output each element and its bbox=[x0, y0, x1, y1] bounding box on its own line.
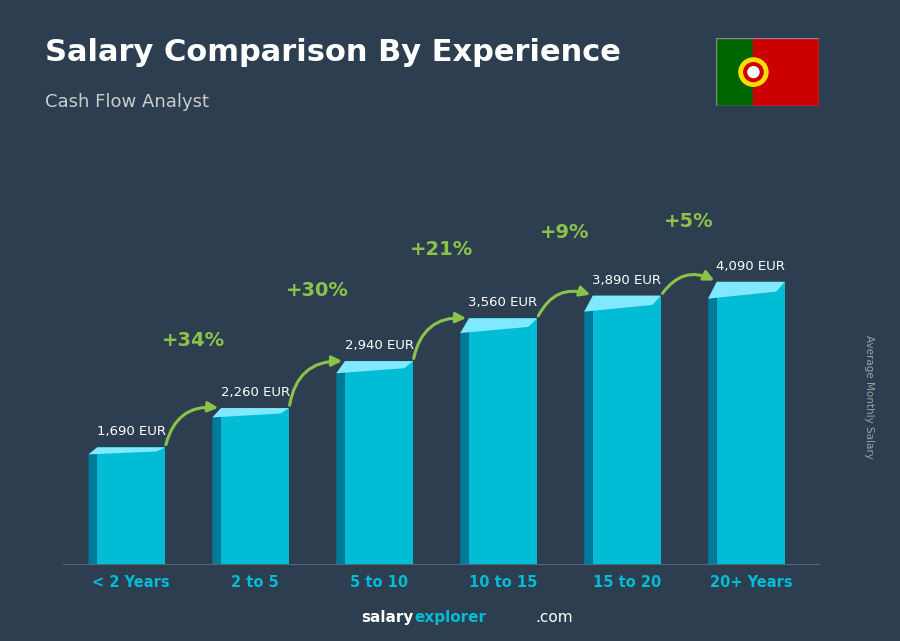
Polygon shape bbox=[460, 319, 469, 564]
Text: +21%: +21% bbox=[410, 240, 472, 259]
Text: Average Monthly Salary: Average Monthly Salary bbox=[863, 335, 874, 460]
Circle shape bbox=[748, 67, 759, 78]
Text: 2,940 EUR: 2,940 EUR bbox=[345, 339, 413, 352]
Bar bbox=[593, 296, 661, 564]
Bar bbox=[469, 319, 537, 564]
Polygon shape bbox=[584, 296, 661, 312]
Polygon shape bbox=[88, 447, 97, 564]
Text: +34%: +34% bbox=[162, 331, 225, 349]
Text: 1,690 EUR: 1,690 EUR bbox=[96, 426, 166, 438]
FancyArrowPatch shape bbox=[414, 313, 463, 358]
FancyArrowPatch shape bbox=[166, 403, 215, 445]
Polygon shape bbox=[460, 319, 537, 333]
Text: Cash Flow Analyst: Cash Flow Analyst bbox=[45, 93, 209, 111]
Polygon shape bbox=[337, 361, 413, 373]
Text: .com: .com bbox=[536, 610, 573, 625]
Text: 2,260 EUR: 2,260 EUR bbox=[220, 386, 290, 399]
Polygon shape bbox=[337, 361, 345, 564]
Polygon shape bbox=[212, 408, 289, 417]
Polygon shape bbox=[584, 296, 593, 564]
Text: salary: salary bbox=[362, 610, 414, 625]
Bar bbox=[716, 282, 785, 564]
FancyArrowPatch shape bbox=[290, 357, 338, 405]
Polygon shape bbox=[708, 282, 716, 564]
Circle shape bbox=[743, 63, 763, 81]
FancyArrowPatch shape bbox=[538, 287, 587, 316]
Polygon shape bbox=[708, 282, 785, 299]
Text: Salary Comparison By Experience: Salary Comparison By Experience bbox=[45, 38, 621, 67]
Text: +30%: +30% bbox=[285, 281, 348, 301]
Text: 3,560 EUR: 3,560 EUR bbox=[468, 296, 537, 310]
Text: 4,090 EUR: 4,090 EUR bbox=[716, 260, 786, 273]
Bar bbox=[345, 361, 413, 564]
Bar bbox=[221, 408, 289, 564]
FancyArrowPatch shape bbox=[662, 272, 711, 294]
Text: 3,890 EUR: 3,890 EUR bbox=[592, 274, 662, 287]
Bar bbox=[97, 447, 166, 564]
Circle shape bbox=[739, 58, 768, 87]
Polygon shape bbox=[212, 408, 221, 564]
Bar bbox=[753, 38, 819, 106]
Text: +5%: +5% bbox=[664, 212, 714, 231]
Bar bbox=[716, 38, 753, 106]
Text: +9%: +9% bbox=[540, 223, 590, 242]
Text: explorer: explorer bbox=[414, 610, 486, 625]
Polygon shape bbox=[88, 447, 166, 454]
